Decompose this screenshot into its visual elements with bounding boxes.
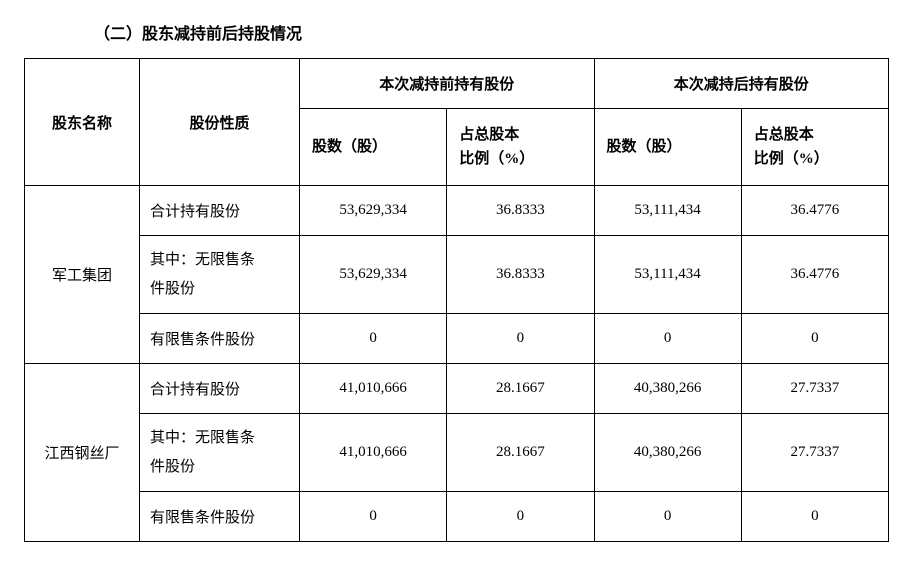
table-row: 其中：无限售条 件股份 53,629,334 36.8333 53,111,43… (25, 236, 889, 314)
after-pct-cell: 27.7337 (741, 364, 888, 414)
after-pct-cell: 36.4776 (741, 186, 888, 236)
unrestricted-line2-2: 件股份 (150, 459, 195, 475)
after-shares-cell: 53,111,434 (594, 236, 741, 314)
header-after-pct: 占总股本 比例（%） (741, 109, 888, 186)
share-type-restricted: 有限售条件股份 (140, 492, 300, 542)
after-shares-cell: 53,111,434 (594, 186, 741, 236)
before-shares-cell: 41,010,666 (300, 414, 447, 492)
after-shares-cell: 0 (594, 314, 741, 364)
unrestricted-line1: 其中：无限售条 (150, 252, 255, 268)
before-shares-cell: 53,629,334 (300, 236, 447, 314)
header-share-type: 股份性质 (140, 59, 300, 186)
table-row: 有限售条件股份 0 0 0 0 (25, 314, 889, 364)
after-shares-cell: 40,380,266 (594, 414, 741, 492)
table-row: 江西钢丝厂 合计持有股份 41,010,666 28.1667 40,380,2… (25, 364, 889, 414)
shareholder-name-cell: 军工集团 (25, 186, 140, 364)
share-type-restricted: 有限售条件股份 (140, 314, 300, 364)
before-shares-cell: 0 (300, 314, 447, 364)
after-shares-cell: 0 (594, 492, 741, 542)
after-pct-cell: 0 (741, 492, 888, 542)
header-before-shares: 股数（股） (300, 109, 447, 186)
after-pct-cell: 27.7337 (741, 414, 888, 492)
unrestricted-line1-2: 其中：无限售条 (150, 430, 255, 446)
unrestricted-line2: 件股份 (150, 281, 195, 297)
section-title: （二）股东减持前后持股情况 (94, 20, 893, 44)
header-pct-line1: 占总股本 (459, 127, 519, 143)
before-pct-cell: 0 (447, 492, 594, 542)
header-after-group: 本次减持后持有股份 (594, 59, 889, 109)
before-shares-cell: 0 (300, 492, 447, 542)
after-pct-cell: 0 (741, 314, 888, 364)
share-type-total: 合计持有股份 (140, 186, 300, 236)
header-pct-line2: 比例（%） (459, 151, 534, 167)
share-type-unrestricted: 其中：无限售条 件股份 (140, 414, 300, 492)
header-row-1: 股东名称 股份性质 本次减持前持有股份 本次减持后持有股份 (25, 59, 889, 109)
header-before-group: 本次减持前持有股份 (300, 59, 595, 109)
after-pct-cell: 36.4776 (741, 236, 888, 314)
before-shares-cell: 41,010,666 (300, 364, 447, 414)
after-shares-cell: 40,380,266 (594, 364, 741, 414)
before-pct-cell: 28.1667 (447, 364, 594, 414)
shareholder-name-cell: 江西钢丝厂 (25, 364, 140, 542)
header-before-pct: 占总股本 比例（%） (447, 109, 594, 186)
before-pct-cell: 0 (447, 314, 594, 364)
table-row: 有限售条件股份 0 0 0 0 (25, 492, 889, 542)
header-shareholder-name: 股东名称 (25, 59, 140, 186)
header-pct-line2-2: 比例（%） (754, 151, 829, 167)
before-pct-cell: 36.8333 (447, 236, 594, 314)
shareholding-table: 股东名称 股份性质 本次减持前持有股份 本次减持后持有股份 股数（股） 占总股本… (24, 58, 889, 542)
header-pct-line1-2: 占总股本 (754, 127, 814, 143)
header-after-shares: 股数（股） (594, 109, 741, 186)
table-row: 军工集团 合计持有股份 53,629,334 36.8333 53,111,43… (25, 186, 889, 236)
before-shares-cell: 53,629,334 (300, 186, 447, 236)
table-row: 其中：无限售条 件股份 41,010,666 28.1667 40,380,26… (25, 414, 889, 492)
share-type-total: 合计持有股份 (140, 364, 300, 414)
before-pct-cell: 28.1667 (447, 414, 594, 492)
share-type-unrestricted: 其中：无限售条 件股份 (140, 236, 300, 314)
before-pct-cell: 36.8333 (447, 186, 594, 236)
